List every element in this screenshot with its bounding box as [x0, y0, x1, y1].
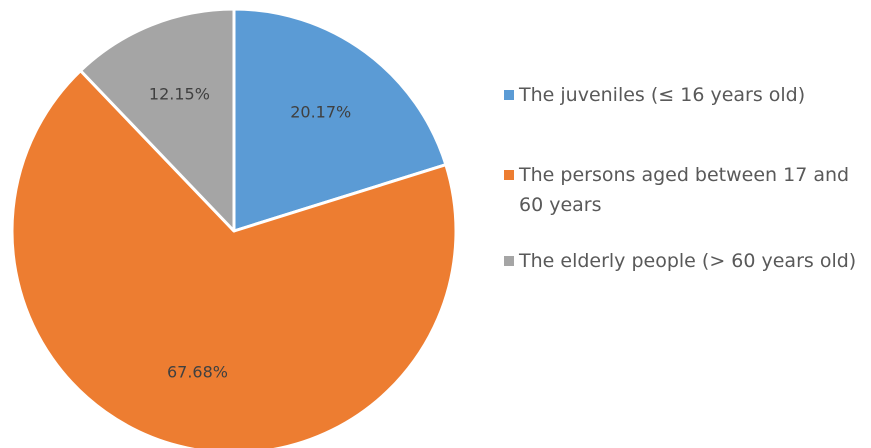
pie-slice-elderly [79, 7, 236, 233]
data-label-adults: 67.68% [167, 362, 228, 381]
legend-swatch-adults [504, 170, 514, 180]
legend-label-elderly: The elderly people (> 60 years old) [519, 250, 857, 272]
legend-item-elderly: The elderly people (> 60 years old) [504, 246, 864, 276]
pie-slice-juveniles [232, 7, 448, 233]
legend-swatch-elderly [504, 256, 514, 266]
data-label-juveniles: 20.17% [290, 102, 351, 121]
data-label-elderly: 12.15% [149, 85, 210, 104]
pie-plot-area: 20.17% 67.68% 12.15% [10, 7, 458, 448]
legend-label-adults: The persons aged between 17 and 60 years [519, 164, 850, 216]
legend-swatch-juveniles [504, 90, 514, 100]
legend: The juveniles (≤ 16 years old) The perso… [504, 80, 864, 326]
legend-label-juveniles: The juveniles (≤ 16 years old) [519, 84, 806, 106]
legend-item-juveniles: The juveniles (≤ 16 years old) [504, 80, 864, 110]
pie-slice-adults [10, 69, 458, 448]
legend-item-adults: The persons aged between 17 and 60 years [504, 160, 864, 220]
